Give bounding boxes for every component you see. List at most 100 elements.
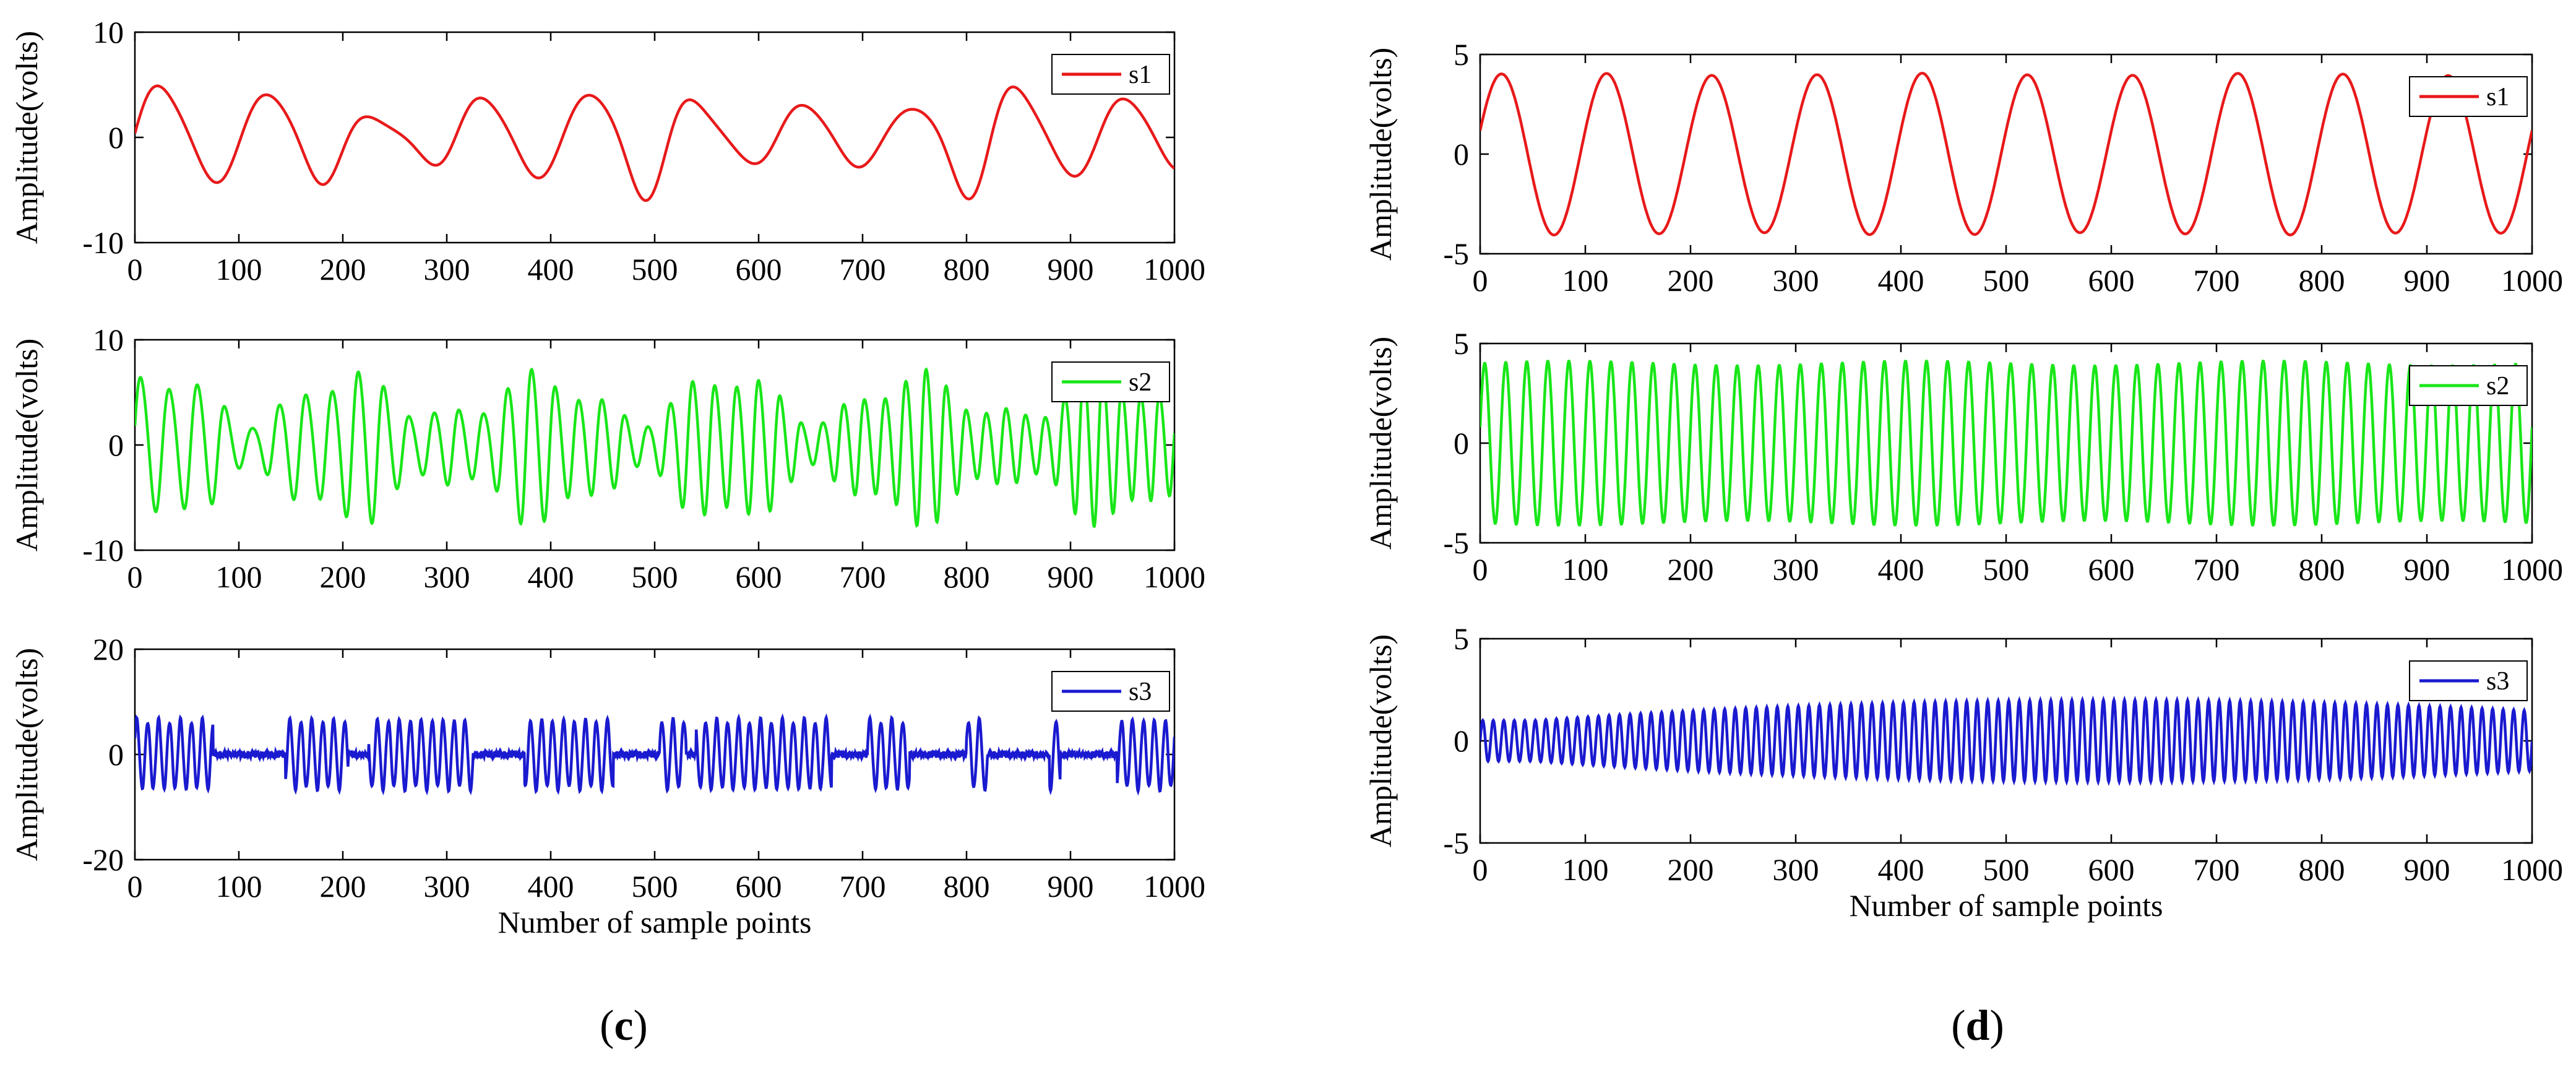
x-tick-label: 700 [840,559,886,594]
y-tick-label: -10 [82,533,124,568]
x-tick-label: 800 [944,869,990,904]
subplot-c-s1: 0 100 200 300 400 500 600 700 800 900 1000100-10Am… [9,15,1205,287]
x-tick-label: 0 [127,252,143,287]
y-tick-label: 5 [1454,326,1469,361]
series-line-s2 [1480,360,2532,527]
y-tick-label: 0 [1454,426,1469,460]
y-tick-label: 10 [93,15,124,50]
y-tick-label: 0 [108,428,124,462]
subplot-d-s2: 0 100 200 300 400 500 600 700 800 900 100050-5Ampl… [1363,326,2563,587]
x-tick-label: 900 [2404,263,2450,298]
y-axis-label: Amplitude(volts) [9,31,44,244]
y-axis-label: Amplitude(volts) [1363,337,1398,550]
x-tick-label: 1000 [1144,869,1205,904]
y-axis-label: Amplitude(volts) [1363,634,1398,847]
axes-frame [1479,53,2533,255]
x-tick-label: 1000 [2501,852,2563,887]
x-tick-label: 100 [216,869,262,904]
legend-label: s2 [1129,368,1152,397]
x-tick-label: 900 [1048,869,1094,904]
series-line-s3 [1480,695,2532,787]
x-tick-label: 300 [1773,263,1819,298]
x-tick-label: 400 [528,252,574,287]
x-tick-label: 600 [736,869,782,904]
x-tick-label: 0 [1473,852,1488,887]
y-axis-label: Amplitude(volts) [9,648,44,861]
x-tick-label: 800 [944,559,990,594]
x-tick-label: 1000 [1144,252,1205,287]
subplots: 0 100 200 300 400 500 600 700 800 900 1000100-10Am… [9,15,2563,940]
x-axis-label: Number of sample points [1850,888,2163,923]
x-tick-label: 400 [528,559,574,594]
x-tick-label: 500 [632,869,678,904]
x-tick-label: 200 [1668,263,1714,298]
y-tick-label: 5 [1454,621,1469,656]
x-tick-label: 400 [1878,552,1924,587]
y-tick-label: 5 [1454,37,1469,72]
legend-label: s1 [2486,83,2509,111]
x-tick-label: 800 [2299,552,2345,587]
y-tick-label: 0 [108,737,124,772]
y-axis-label: Amplitude(volts) [1363,48,1398,261]
x-tick-label: 1000 [2501,263,2563,298]
x-tick-label: 100 [1562,552,1609,587]
x-tick-label: 100 [1562,263,1609,298]
legend-label: s3 [1129,678,1152,706]
x-tick-label: 600 [2088,852,2135,887]
x-tick-label: 600 [736,559,782,594]
x-tick-label: 1000 [2501,552,2563,587]
x-tick-label: 700 [840,869,886,904]
y-tick-label: 10 [93,322,124,357]
x-tick-label: 0 [127,869,143,904]
x-tick-label: 200 [320,869,366,904]
x-tick-label: 500 [1983,552,2030,587]
y-tick-label: 20 [93,632,124,667]
x-tick-label: 500 [632,559,678,594]
x-tick-label: 500 [632,252,678,287]
x-tick-label: 400 [1878,852,1924,887]
x-tick-label: 900 [1048,252,1094,287]
x-tick-label: 300 [424,252,470,287]
x-tick-label: 500 [1983,263,2030,298]
x-tick-label: 200 [320,252,366,287]
x-tick-label: 900 [2404,852,2450,887]
series-line-s3 [135,713,1174,796]
x-tick-label: 300 [1773,552,1819,587]
x-tick-label: 900 [2404,552,2450,587]
panel-label-c: (c) [600,1002,648,1050]
y-tick-label: -5 [1443,525,1469,560]
x-tick-label: 600 [736,252,782,287]
x-tick-label: 700 [2194,852,2240,887]
x-tick-label: 200 [1668,852,1714,887]
x-tick-label: 0 [1473,263,1488,298]
y-tick-label: -10 [82,225,124,260]
x-tick-label: 1000 [1144,559,1205,594]
y-tick-label: -5 [1443,236,1469,271]
x-tick-label: 800 [2299,852,2345,887]
x-tick-label: 300 [424,559,470,594]
x-tick-label: 800 [2299,263,2345,298]
x-tick-label: 900 [1048,559,1094,594]
y-tick-label: -20 [82,842,124,877]
x-tick-label: 100 [216,559,262,594]
subplot-d-s1: 0 100 200 300 400 500 600 700 800 900 100050-5Ampl… [1363,37,2563,298]
legend-label: s1 [1129,61,1152,89]
y-tick-label: -5 [1443,826,1469,860]
x-tick-label: 0 [1473,552,1488,587]
x-tick-label: 600 [2088,552,2135,587]
x-tick-label: 0 [127,559,143,594]
series-line-s1 [1480,72,2532,236]
x-tick-label: 300 [424,869,470,904]
x-tick-label: 200 [320,559,366,594]
series-line-s1 [135,84,1174,202]
x-tick-label: 100 [1562,852,1609,887]
y-tick-label: 0 [1454,724,1469,758]
x-axis-label: Number of sample points [498,905,812,940]
x-tick-label: 300 [1773,852,1819,887]
x-tick-label: 700 [2194,263,2240,298]
panel-label-d: (d) [1951,1002,2004,1050]
subplot-c-s3: 0 100 200 300 400 500 600 700 800 900 1000200-20Am… [9,632,1205,940]
x-tick-label: 500 [1983,852,2030,887]
y-tick-label: 0 [108,120,124,155]
